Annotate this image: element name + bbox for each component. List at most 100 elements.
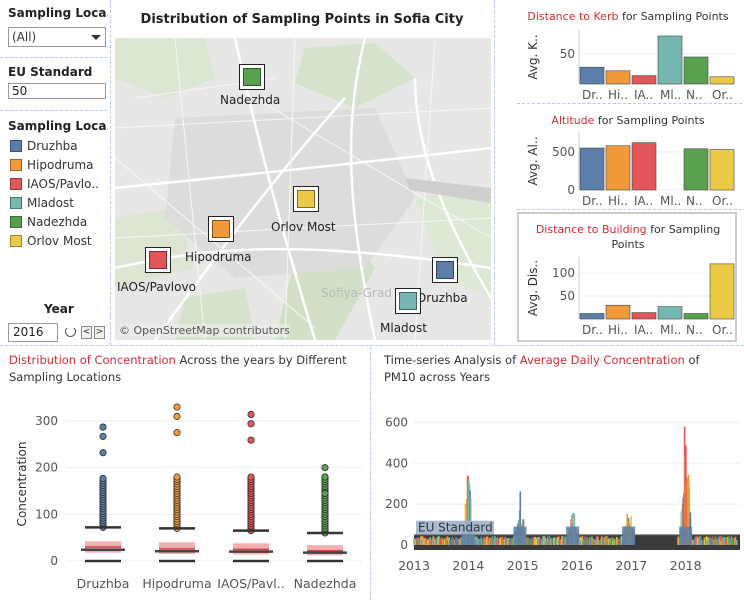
- x-tick-label: Dr..: [582, 323, 603, 337]
- outlier-point[interactable]: [321, 464, 329, 472]
- outlier-point[interactable]: [247, 420, 255, 428]
- title-highlight: Altitude: [551, 114, 595, 127]
- bar[interactable]: [605, 145, 631, 191]
- bar[interactable]: [631, 75, 657, 85]
- title-rest: for Sampling Points: [594, 114, 705, 127]
- map-marker-hipodruma[interactable]: [208, 216, 234, 242]
- bar[interactable]: [605, 304, 631, 320]
- y-tick-label: 100: [552, 266, 575, 280]
- marker-label: Druzhba: [417, 291, 468, 305]
- building-chart-title: Distance to Building for Sampling Points: [525, 222, 731, 252]
- year-input[interactable]: 2016: [8, 323, 58, 342]
- map-marker-druzhba[interactable]: [432, 257, 458, 283]
- sofia-map[interactable]: Nadezhda Orlov Most Hipodruma IAOS/Pavlo…: [115, 38, 491, 340]
- bar[interactable]: [709, 263, 735, 320]
- bar[interactable]: [631, 312, 657, 320]
- bar[interactable]: [709, 149, 735, 191]
- outlier-point[interactable]: [99, 432, 107, 440]
- bar[interactable]: [657, 306, 683, 320]
- marker-fill: [436, 261, 454, 279]
- y-tick-label: 50: [560, 289, 575, 303]
- building-bar-chart[interactable]: 100 50 Dr.. Hi.. IA.. Ml.. N.. Or.. Avg. Dis..: [517, 253, 739, 339]
- outlier-point[interactable]: [173, 473, 181, 481]
- map-marker-iaos-pavlovo[interactable]: [145, 247, 171, 273]
- next-year-button[interactable]: >: [94, 326, 105, 339]
- outlier-point[interactable]: [173, 429, 181, 437]
- series-area: [622, 526, 636, 545]
- x-tick-label: N..: [686, 88, 703, 102]
- legend-title: Sampling Loca..: [8, 119, 108, 133]
- map-marker-nadezhda[interactable]: [239, 64, 265, 90]
- y-axis-label: Concentration: [15, 442, 29, 527]
- series-area: [566, 526, 580, 545]
- separator: [110, 0, 111, 345]
- title-highlight: Distribution of Concentration: [9, 353, 176, 367]
- bar[interactable]: [683, 56, 709, 85]
- title-rest: for Sampling Points: [618, 10, 729, 23]
- x-tick-label: Dr..: [582, 88, 603, 102]
- separator: [0, 110, 108, 111]
- bar[interactable]: [683, 313, 709, 320]
- dropdown-value: (All): [12, 30, 37, 44]
- bar[interactable]: [579, 147, 605, 191]
- sampling-location-dropdown[interactable]: (All): [8, 27, 106, 47]
- legend-swatch: [10, 140, 22, 152]
- y-axis-label: Avg. Al..: [526, 136, 540, 185]
- x-tick-label: Hi..: [608, 88, 628, 102]
- outlier-point[interactable]: [321, 473, 329, 481]
- y-tick-label: 200: [35, 461, 58, 475]
- map-title: Distribution of Sampling Points in Sofia…: [140, 12, 464, 27]
- outlier-point[interactable]: [173, 403, 181, 411]
- bar[interactable]: [709, 76, 735, 85]
- separator: [370, 347, 371, 600]
- outlier-point[interactable]: [247, 473, 255, 481]
- altitude-bar-chart[interactable]: 500 0 Dr.. Hi.. IA.. Ml.. N.. Or.. Avg. Al..: [517, 128, 739, 210]
- x-tick-label: Hi..: [608, 323, 628, 337]
- reset-icon[interactable]: [65, 326, 76, 337]
- outlier-point[interactable]: [99, 474, 107, 482]
- legend-label: IAOS/Pavlo..: [27, 177, 99, 191]
- x-tick-label: IA..: [634, 194, 653, 208]
- y-tick-label: 500: [552, 145, 575, 159]
- series-area: [513, 526, 527, 545]
- outlier-point[interactable]: [99, 449, 107, 457]
- bar[interactable]: [579, 313, 605, 320]
- chevron-down-icon[interactable]: [91, 35, 101, 40]
- title-rest: Across the years by Different Sampling L…: [9, 353, 347, 384]
- outlier-point[interactable]: [173, 412, 181, 420]
- title-highlight: Average Daily Concentration: [519, 353, 685, 367]
- bar[interactable]: [683, 148, 709, 191]
- x-tick-label: 2017: [615, 558, 647, 573]
- bar[interactable]: [579, 66, 605, 85]
- x-tick-label: Dr..: [582, 194, 603, 208]
- map-attribution[interactable]: © OpenStreetMap contributors: [119, 324, 290, 337]
- title-rest: for Sampling Points: [611, 223, 721, 251]
- x-tick-label: IA..: [634, 88, 653, 102]
- bar[interactable]: [657, 35, 683, 85]
- outlier-point[interactable]: [247, 436, 255, 444]
- map-marker-orlov-most[interactable]: [293, 186, 319, 212]
- bar[interactable]: [631, 142, 657, 191]
- kerb-bar-chart[interactable]: 50 Dr.. Hi.. IA.. Ml.. N.. Or.. Avg. K..: [517, 26, 739, 104]
- eu-standard-input[interactable]: [8, 83, 106, 99]
- y-axis-label: Avg. K..: [526, 34, 540, 79]
- title-post: of PM10 across Years: [384, 353, 700, 384]
- y-tick-label: 200: [385, 497, 408, 511]
- bar[interactable]: [605, 70, 631, 85]
- legend-swatch: [10, 159, 22, 171]
- outlier-point[interactable]: [99, 423, 107, 431]
- outlier-point[interactable]: [247, 410, 255, 419]
- x-tick-label: N..: [686, 194, 703, 208]
- x-tick-label: Or..: [712, 194, 733, 208]
- map-marker-mladost[interactable]: [395, 288, 421, 314]
- pm10-timeseries-chart[interactable]: 600 400 200 0 EU Standard 2013 2014 2015 2016 201…: [372, 390, 744, 595]
- title-highlight: Distance to Building: [535, 223, 647, 236]
- concentration-boxplot[interactable]: 300 200 100 0 Concentration Druzhba Hipodruma I…: [0, 390, 368, 595]
- y-tick-label: 50: [560, 47, 575, 61]
- prev-year-button[interactable]: <: [81, 326, 92, 339]
- marker-label: Hipodruma: [185, 250, 252, 264]
- outlier-point[interactable]: [321, 489, 329, 497]
- legend-swatch: [10, 178, 22, 190]
- x-tick-label: Or..: [712, 88, 733, 102]
- legend-label: Hipodruma: [27, 158, 94, 172]
